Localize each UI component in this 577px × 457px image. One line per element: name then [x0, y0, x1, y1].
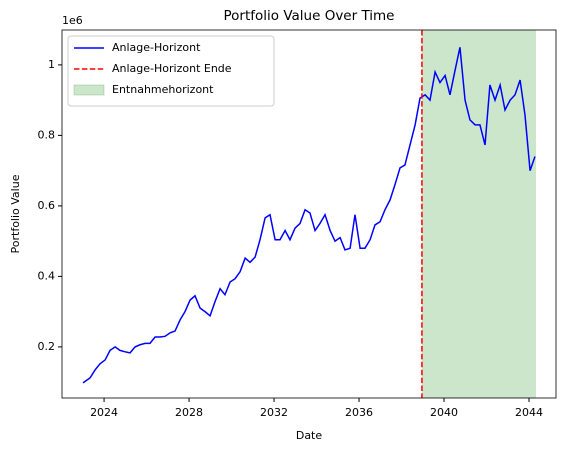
legend-label: Anlage-Horizont — [112, 41, 201, 54]
chart-title: Portfolio Value Over Time — [224, 8, 395, 24]
legend-label: Entnahmehorizont — [112, 83, 214, 96]
y-tick-label: 0.2 — [38, 340, 56, 353]
x-tick-label: 2028 — [175, 406, 203, 419]
x-tick-label: 2024 — [90, 406, 118, 419]
offset-label: 1e6 — [62, 14, 83, 27]
x-axis-label: Date — [296, 429, 323, 442]
axes-frame — [61, 29, 557, 399]
y-tick-label: 0.8 — [38, 128, 56, 141]
y-axis-label: Portfolio Value — [9, 174, 22, 253]
legend-box — [67, 35, 275, 107]
y-tick-label: 1 — [48, 58, 55, 71]
x-tick-label: 2044 — [515, 406, 543, 419]
x-tick-label: 2036 — [345, 406, 373, 419]
legend-label: Anlage-Horizont Ende — [112, 62, 232, 75]
y-tick-label: 0.6 — [38, 199, 56, 212]
span — [421, 30, 537, 398]
x-tick-label: 2040 — [430, 406, 458, 419]
legend-swatch — [73, 84, 105, 96]
x-tick-label: 2032 — [260, 406, 288, 419]
series-line — [82, 47, 536, 384]
y-tick-label: 0.4 — [38, 269, 56, 282]
